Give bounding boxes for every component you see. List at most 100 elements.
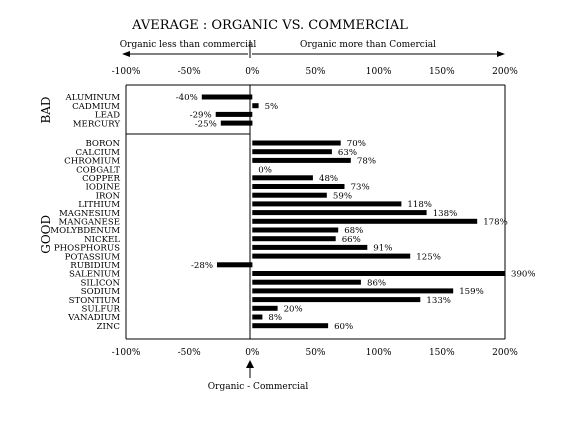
category-label: SODIUM: [81, 287, 120, 297]
top-tick-label: 200%: [492, 67, 518, 77]
value-label: 20%: [284, 305, 303, 315]
left-arrow-label: Organic less than commercial: [120, 40, 257, 50]
value-label: 390%: [511, 270, 536, 280]
value-label: -40%: [176, 93, 198, 103]
bar: [252, 149, 332, 155]
value-label: 138%: [433, 209, 458, 219]
category-label: MAGNESIUM: [59, 209, 120, 219]
category-label: MOLYBDENUM: [50, 226, 120, 236]
bar: [252, 192, 327, 198]
bar: [252, 175, 313, 181]
bar: [201, 94, 253, 100]
category-label: LITHIUM: [78, 200, 120, 210]
bar: [252, 218, 478, 224]
bottom-tick-label: 200%: [492, 348, 518, 358]
category-label: CALCIUM: [75, 148, 120, 158]
bar: [252, 227, 339, 233]
bar: [252, 271, 505, 276]
top-tick-label: 150%: [429, 67, 455, 77]
bottom-tick-label: 50%: [305, 348, 325, 358]
value-label: 48%: [319, 174, 338, 184]
category-label: VANADIUM: [67, 313, 120, 323]
bar: [252, 103, 259, 109]
bar: [252, 314, 263, 320]
bar: [217, 262, 253, 268]
value-label: 118%: [407, 200, 432, 210]
value-label: 133%: [426, 296, 451, 306]
category-label: RUBIDIUM: [70, 261, 120, 271]
category-label: STONTIUM: [69, 296, 121, 306]
category-label: POTASSIUM: [65, 252, 121, 262]
top-tick-label: 0%: [245, 67, 260, 77]
value-label: 60%: [334, 322, 353, 332]
bottom-arrow: Organic - Commercial: [208, 360, 308, 392]
category-label: COBGALT: [76, 165, 120, 175]
value-label: 159%: [459, 287, 484, 297]
category-label: SALENIUM: [69, 270, 120, 280]
left-arrow-head: [122, 51, 130, 57]
bar: [252, 305, 278, 311]
category-label: MERCURY: [73, 119, 121, 129]
value-label: 73%: [351, 183, 370, 193]
bar: [252, 201, 402, 207]
top-tick-label: -50%: [178, 67, 201, 77]
category-label: PHOSPHORUS: [54, 244, 120, 254]
category-label: COPPER: [82, 174, 120, 184]
bottom-tick-label: -100%: [112, 348, 141, 358]
top-tick-labels: -100% -50% 0% 50% 100% 150% 200%: [112, 67, 519, 77]
value-label: -29%: [190, 111, 212, 121]
top-tick-label: -100%: [112, 67, 141, 77]
category-label: MANGANESE: [58, 218, 120, 228]
category-label: ALUMINUM: [65, 93, 121, 103]
value-label: 66%: [342, 235, 361, 245]
value-label: 59%: [333, 191, 352, 201]
bar: [215, 111, 253, 117]
right-arrow-head: [497, 51, 505, 57]
bottom-arrow-head: [246, 360, 254, 368]
bottom-tick-label: -50%: [178, 348, 201, 358]
right-arrow-label: Organic more than Comercial: [300, 40, 436, 50]
bar: [252, 253, 411, 259]
bottom-tick-label: 150%: [429, 348, 455, 358]
category-label: IRON: [96, 191, 121, 201]
bar: [252, 157, 351, 163]
value-labels: -40%5%-29%-25%70%63%78%0%48%73%59%118%13…: [176, 93, 536, 332]
value-label: 178%: [483, 218, 508, 228]
bar: [252, 297, 421, 303]
bar: [252, 323, 329, 329]
value-label: -28%: [191, 261, 213, 271]
category-label: BORON: [85, 139, 120, 149]
category-label: IODINE: [85, 183, 120, 193]
value-label: 70%: [347, 139, 366, 149]
value-label: 86%: [367, 278, 386, 288]
bars: [201, 94, 505, 329]
bar: [252, 236, 336, 242]
category-label: SILICON: [80, 278, 120, 288]
direction-arrows: Organic less than commercial Organic mor…: [120, 40, 505, 58]
bar: [252, 288, 454, 294]
category-label: NICKEL: [84, 235, 120, 245]
category-label: ZINC: [97, 322, 121, 332]
category-label: LEAD: [95, 111, 120, 121]
plot-frame: [125, 84, 506, 340]
chart-title: AVERAGE : ORGANIC VS. COMMERCIAL: [131, 18, 408, 33]
top-tick-label: 100%: [366, 67, 392, 77]
category-label: SULFUR: [81, 305, 120, 315]
bottom-tick-label: 0%: [245, 348, 260, 358]
category-label: CHROMIUM: [64, 157, 120, 167]
bar: [252, 210, 427, 216]
value-label: 5%: [265, 102, 279, 112]
bar: [252, 244, 368, 250]
bar: [252, 279, 361, 285]
value-label: 0%: [258, 165, 272, 175]
value-label: 78%: [357, 157, 376, 167]
value-label: 63%: [338, 148, 357, 158]
value-label: -25%: [195, 119, 217, 129]
value-label: 91%: [373, 244, 392, 254]
bar: [252, 184, 345, 189]
bottom-tick-labels: -100% -50% 0% 50% 100% 150% 200%: [112, 348, 519, 358]
group-labels: BAD GOOD: [39, 96, 53, 253]
value-label: 68%: [344, 226, 363, 236]
